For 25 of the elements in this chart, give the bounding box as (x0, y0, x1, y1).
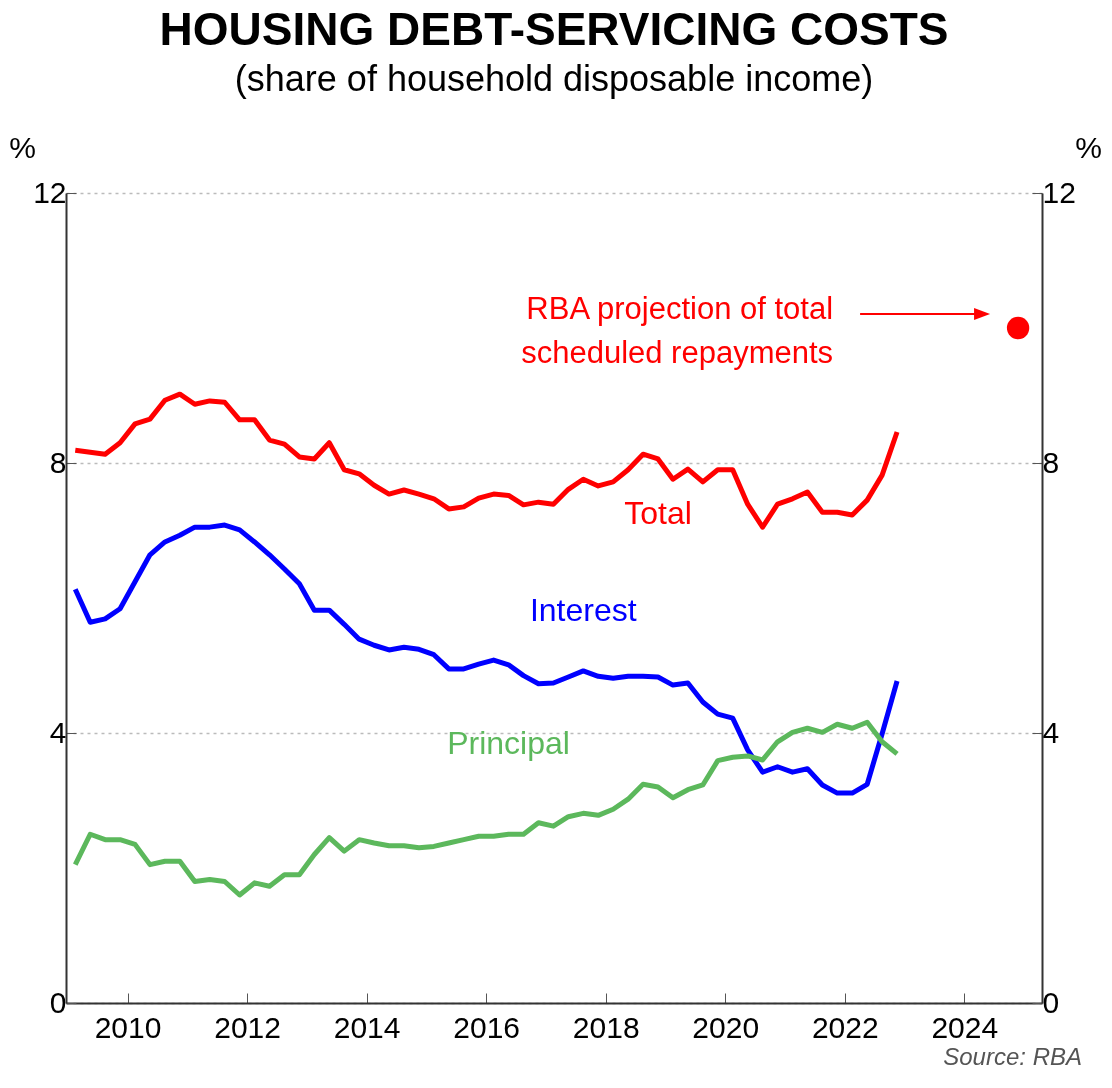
x-tick-label: 2022 (811, 1010, 879, 1044)
x-tick-label: 2016 (453, 1010, 521, 1044)
x-tick-label: 2024 (931, 1010, 999, 1044)
x-tick-label: 2012 (214, 1010, 281, 1044)
y-axis-title: % (9, 130, 36, 164)
y2-tick-label: 12 (1042, 175, 1076, 209)
annotation: RBA projection of total scheduled repayments (521, 291, 834, 370)
chart-title: HOUSING DEBT-SERVICING COSTS (159, 3, 949, 55)
chart-subtitle: (share of household disposable income) (234, 58, 874, 99)
y2-tick-label: 8 (1042, 445, 1060, 479)
source-note: Source: RBA (943, 1043, 1082, 1070)
y-tick-label: 4 (49, 715, 67, 749)
series-label: Interest (529, 591, 637, 628)
y-tick-label: 0 (49, 985, 67, 1019)
x-tick-label: 2020 (692, 1010, 760, 1044)
x-tick-label: 2010 (94, 1010, 162, 1044)
y2-tick-label: 0 (1042, 985, 1060, 1019)
y2-tick-label: 4 (1042, 715, 1060, 749)
series-label: Principal (447, 725, 570, 762)
y-tick-label: 12 (33, 175, 67, 209)
x-tick-label: 2018 (572, 1010, 640, 1044)
x-tick-label: 2014 (333, 1010, 401, 1044)
series-label: Total (624, 494, 692, 531)
y2-axis-title: % (1075, 130, 1102, 164)
y-tick-label: 8 (49, 445, 67, 479)
